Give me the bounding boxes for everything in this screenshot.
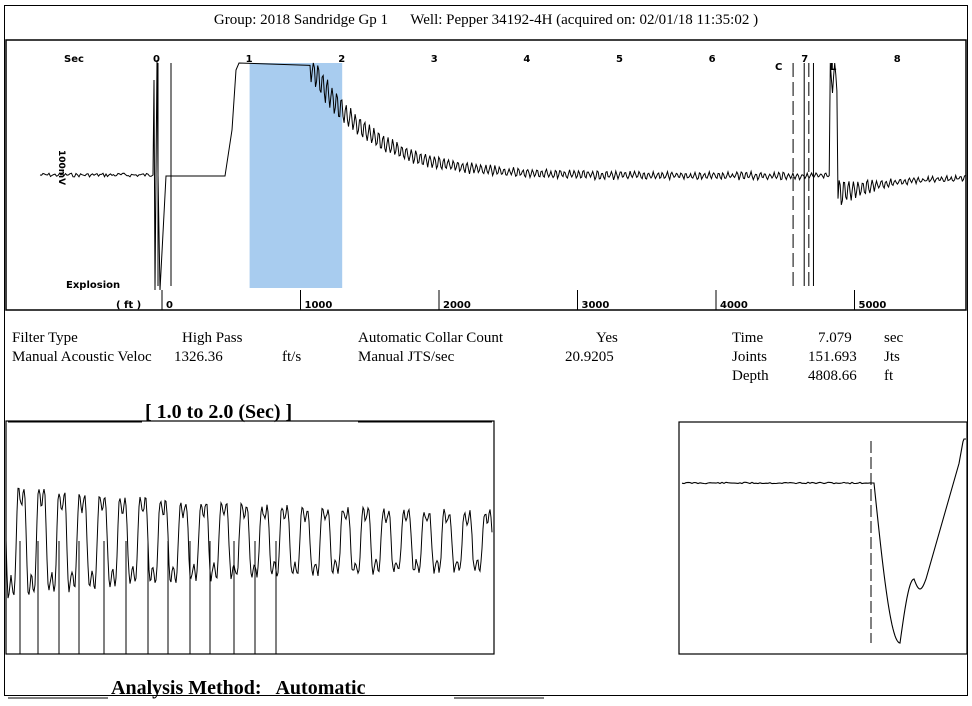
- zoom-title: [ 1.0 to 2.0 (Sec) ]: [145, 401, 293, 423]
- sec-axis-label: Sec: [64, 54, 84, 65]
- ft-tick-label: 0: [166, 300, 173, 311]
- acquired-label: (acquired on:: [556, 12, 636, 28]
- ft-tick-label: 3000: [582, 300, 610, 311]
- zoom-signal-trace: [5, 487, 493, 599]
- explosion-label: Explosion: [66, 280, 120, 291]
- ft-tick-label: 4000: [720, 300, 748, 311]
- ft-tick-label: 1000: [305, 300, 333, 311]
- main-signal-trace: [39, 59, 966, 291]
- ft-tick-label: 2000: [443, 300, 471, 311]
- depth-value: 4808.66: [808, 368, 857, 384]
- auto-collar-value: Yes: [596, 330, 618, 346]
- manual-jts-label: Manual JTS/sec: [358, 349, 455, 365]
- ft-tick-label: 5000: [859, 300, 887, 311]
- sec-tick-label: 1: [246, 54, 253, 65]
- analysis-method-label: Analysis Method:: [111, 677, 262, 699]
- depth-label: Depth: [732, 368, 769, 384]
- zoom-chart-border: [5, 420, 495, 655]
- manual-velocity-value: 1326.36: [174, 349, 223, 365]
- time-label: Time: [732, 330, 764, 346]
- zoom-chart: [5, 420, 495, 655]
- sec-tick-label: 2: [338, 54, 345, 65]
- sec-tick-label: 0: [153, 54, 160, 65]
- manual-jts-value: 20.9205: [565, 349, 614, 365]
- sec-tick-label: 5: [616, 54, 623, 65]
- manual-velocity-unit: ft/s: [282, 349, 302, 365]
- auto-collar-label: Automatic Collar Count: [358, 330, 503, 346]
- collar-marker-label: C: [775, 62, 782, 73]
- sec-tick-label: 4: [523, 54, 530, 65]
- group-label: Group:: [213, 12, 257, 28]
- joints-label: Joints: [732, 349, 768, 365]
- joints-value: 151.693: [808, 349, 857, 365]
- well-value: Pepper 34192-4H: [446, 12, 553, 28]
- joints-unit: Jts: [884, 349, 900, 365]
- liquid-level-trace: [681, 438, 966, 644]
- analysis-window-highlight: [249, 63, 343, 288]
- y-axis-label: 100mV: [56, 150, 66, 185]
- liquid-level-chart-border: [678, 421, 968, 655]
- acquired-value: 02/01/18 11:35:02 ): [639, 12, 759, 28]
- header-title: Group: 2018 Sandridge Gp 1 Well: Pepper …: [0, 12, 972, 29]
- filter-type-label: Filter Type: [12, 330, 78, 346]
- zoom-title-rule: [8, 421, 492, 423]
- time-value: 7.079: [818, 330, 852, 346]
- analysis-method: Analysis Method: Automatic: [111, 677, 365, 699]
- depth-unit: ft: [884, 368, 894, 384]
- liquid-level-chart: [678, 421, 968, 655]
- ft-axis-label: ( ft ): [116, 300, 141, 311]
- sec-tick-label: 8: [894, 54, 901, 65]
- liquid-marker-label: L: [830, 62, 837, 73]
- report-frame: [4, 5, 968, 696]
- sec-tick-label: 3: [431, 54, 438, 65]
- time-unit: sec: [884, 330, 904, 346]
- footer-rule: [8, 697, 544, 699]
- main-acoustic-chart: 0 1 2 3 4 5 6 7 8 0 1000 2000 3000 4000 5000 Sec Expl…: [5, 39, 967, 311]
- sec-tick-label: 6: [709, 54, 716, 65]
- analysis-method-value: Automatic: [275, 677, 366, 699]
- well-label: Well:: [410, 12, 443, 28]
- manual-velocity-label: Manual Acoustic Veloc: [12, 349, 152, 365]
- group-value: 2018 Sandridge Gp 1: [260, 12, 389, 28]
- sec-tick-label: 7: [801, 54, 808, 65]
- main-chart-border: [5, 39, 967, 311]
- filter-type-value: High Pass: [182, 330, 243, 346]
